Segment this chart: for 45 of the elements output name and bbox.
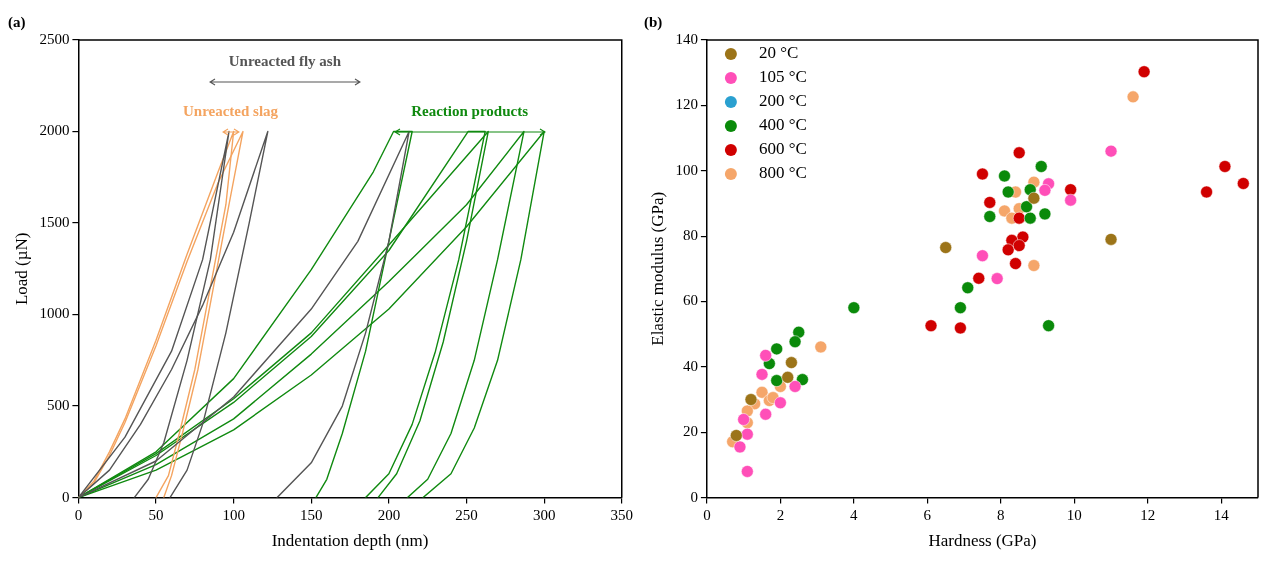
x-tick-label: 0 [703,506,711,523]
x-axis-title: Hardness (GPa) [928,531,1037,551]
x-tick-label: 350 [610,506,633,523]
x-tick-label: 50 [148,506,164,523]
x-tick-label: 8 [997,506,1005,523]
y-tick-label: 20 [682,423,698,440]
x-tick-label: 250 [455,506,478,523]
y-tick-label: 500 [46,397,70,414]
x-axis-title: Indentation depth (nm) [271,531,429,551]
x-tick-label: 100 [222,506,245,523]
y-tick-label: 2500 [39,30,70,47]
x-tick-label: 10 [1066,506,1082,523]
x-tick-label: 150 [300,506,323,523]
y-tick-label: 40 [682,357,698,374]
y-tick-label: 140 [675,30,698,47]
chart-title: (b) [644,13,663,31]
x-tick-label: 2 [776,506,785,523]
y-tick-label: 60 [682,292,698,309]
x-tick-label: 300 [532,506,556,523]
chart-title: (a) [8,13,26,31]
x-tick-label: 6 [923,506,932,523]
y-tick-label: 80 [682,227,698,244]
legend-label: 400 °C [758,115,807,135]
x-tick-label: 0 [74,506,83,523]
y-tick-label: 100 [675,161,698,178]
y-tick-label: 0 [61,488,70,505]
annotation: Unreacted slag [182,102,279,119]
x-tick-label: 200 [377,506,401,523]
legend-label: 800 °C [758,163,807,183]
y-axis-title: Elastic modulus (GPa) [647,191,667,346]
y-tick-label: 1000 [39,305,70,322]
x-tick-label: 14 [1213,506,1230,523]
y-tick-label: 1500 [39,213,70,230]
y-tick-label: 0 [690,488,698,505]
annotation: Unreacted fly ash [228,52,342,69]
annotation: Reaction products [411,102,529,119]
legend-label: 105 °C [758,67,807,87]
x-tick-label: 12 [1140,506,1156,523]
x-tick-label: 4 [850,506,859,523]
legend-label: 600 °C [758,139,807,159]
y-axis-title: Load (µN) [11,232,31,306]
y-tick-label: 120 [675,96,698,113]
legend-label: 200 °C [758,91,807,111]
y-tick-label: 2000 [39,122,70,139]
legend-label: 20 °C [758,43,799,63]
